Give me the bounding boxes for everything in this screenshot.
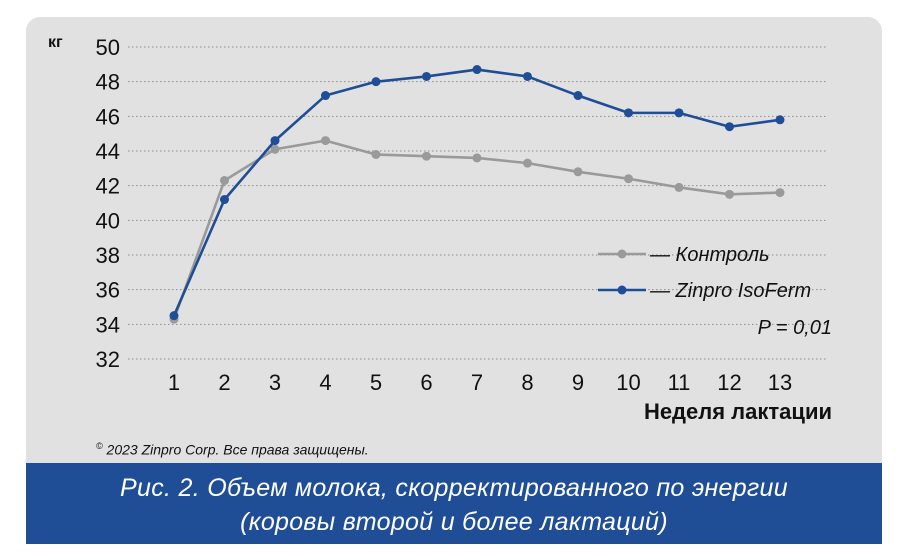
y-tick-label: 42: [96, 174, 120, 199]
y-tick-label: 44: [96, 139, 120, 164]
x-tick-label: 6: [420, 370, 432, 395]
data-point: [371, 149, 381, 159]
chart-panel: 32 34 36 38 40 42 44 46 48 50 1 2 3 4 5 6 7 8 9 10 11 12 13 к…: [26, 17, 882, 544]
data-point: [775, 115, 785, 125]
y-tick-label: 40: [96, 208, 120, 233]
copyright-notice: © 2023 Zinpro Corp. Все права защищены.: [96, 441, 369, 458]
p-value-annotation: P = 0,01: [758, 317, 832, 339]
y-tick-label: 34: [96, 312, 120, 337]
data-point: [321, 136, 330, 146]
data-point: [270, 136, 280, 146]
data-point: [220, 195, 229, 205]
data-point: [472, 153, 482, 163]
y-axis-label: кг: [48, 34, 63, 51]
caption-line-1: Рис. 2. Объем молока, скорректированного…: [120, 474, 788, 502]
x-tick-label: 3: [269, 370, 281, 395]
y-tick-label: 38: [96, 243, 120, 268]
data-point: [523, 158, 532, 168]
legend-marker: [617, 285, 627, 295]
series-group: [169, 65, 785, 324]
x-tick-label: 1: [168, 370, 180, 395]
data-point: [270, 144, 280, 154]
x-tick-label: 11: [668, 370, 691, 395]
data-point: [624, 108, 633, 118]
data-point: [674, 108, 684, 118]
data-point: [169, 311, 179, 321]
x-axis-label: Неделя лактации: [644, 399, 832, 424]
data-point: [573, 167, 583, 177]
x-tick-label: 2: [218, 370, 230, 395]
x-tick-label: 13: [768, 370, 792, 395]
x-tick-label: 7: [471, 370, 483, 395]
data-point: [573, 91, 583, 101]
data-point: [775, 188, 785, 198]
legend-label: — Zinpro IsoFerm: [649, 280, 811, 302]
x-tick-label: 4: [319, 370, 331, 395]
copyright-mark: ©: [96, 441, 103, 451]
y-tick-label: 48: [96, 70, 120, 95]
grid-lines: [128, 46, 826, 360]
x-tick-label: 10: [616, 370, 640, 395]
data-point: [624, 174, 633, 184]
data-point: [523, 71, 532, 81]
y-tick-label: 32: [96, 347, 120, 372]
copyright-text: 2023 Zinpro Corp. Все права защищены.: [106, 441, 369, 458]
legend-label: — Контроль: [649, 244, 770, 266]
y-tick-labels: 32 34 36 38 40 42 44 46 48 50: [96, 35, 120, 372]
y-tick-label: 46: [96, 104, 120, 129]
data-point: [422, 151, 431, 161]
series-line: [172, 68, 781, 317]
data-point: [725, 122, 734, 132]
x-tick-label: 5: [370, 370, 382, 395]
x-tick-label: 9: [572, 370, 584, 395]
data-point: [220, 175, 229, 185]
y-tick-label: 50: [96, 35, 120, 60]
figure-caption: Рис. 2. Объем молока, скорректированного…: [26, 463, 882, 544]
x-tick-labels: 1 2 3 4 5 6 7 8 9 10 11 12 13: [168, 370, 792, 395]
data-point: [674, 182, 684, 192]
data-point: [321, 91, 330, 101]
legend: — Контроль — Zinpro IsoFerm: [598, 244, 811, 302]
y-tick-label: 36: [96, 278, 120, 303]
legend-marker: [617, 249, 627, 259]
x-tick-label: 8: [521, 370, 533, 395]
caption-line-2: (коровы второй и более лактаций): [240, 508, 668, 536]
x-tick-label: 12: [717, 370, 741, 395]
data-point: [472, 65, 482, 75]
data-point: [725, 189, 734, 199]
data-point: [422, 71, 431, 81]
data-point: [371, 77, 381, 87]
